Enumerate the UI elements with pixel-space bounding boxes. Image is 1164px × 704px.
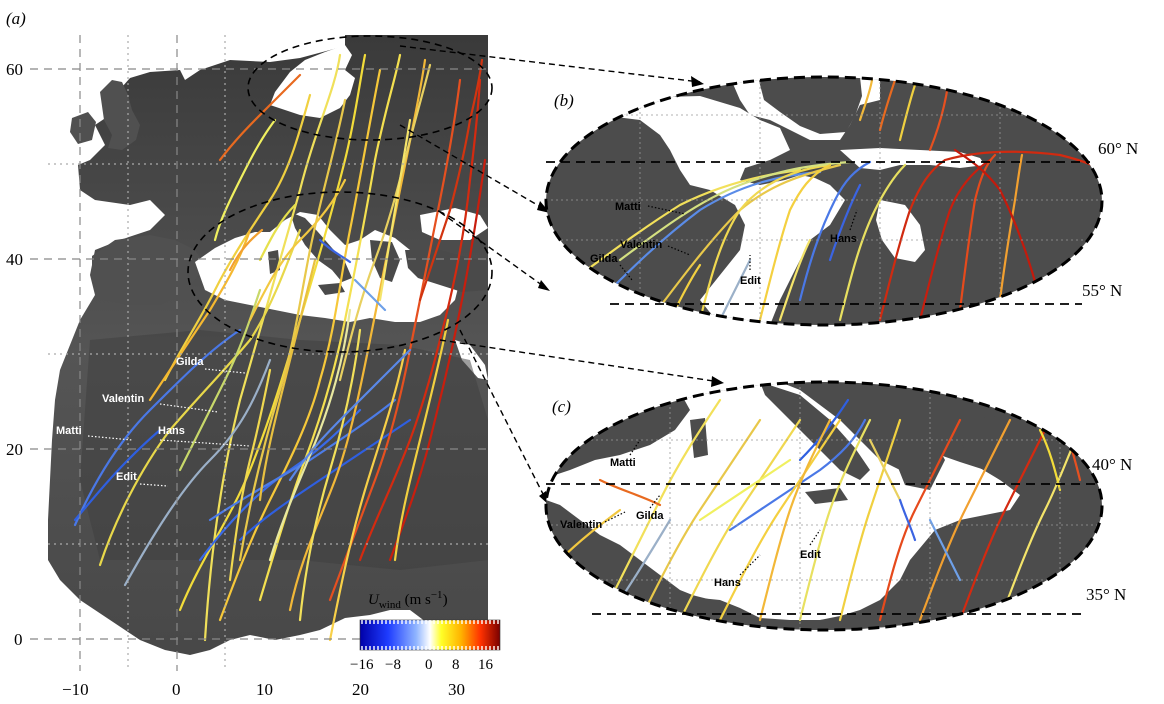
colorbar-tick-0: −16 bbox=[350, 657, 374, 673]
panel-b-lat-60: 60° N bbox=[1098, 139, 1138, 158]
panel-a-map-area bbox=[48, 35, 488, 671]
x-tick-minus10: −10 bbox=[62, 680, 89, 699]
panel-b-bird-labels: Matti Valentin Gilda Edit Hans bbox=[590, 201, 858, 287]
sahara-shade bbox=[80, 330, 488, 570]
atlantic-ocean bbox=[48, 35, 345, 520]
y-tick-20: 20 bbox=[6, 440, 23, 459]
sardinia bbox=[268, 250, 280, 274]
colorbar-gradient bbox=[359, 619, 501, 651]
panel-b-lat-55: 55° N bbox=[1082, 281, 1122, 300]
panel-b-label: (b) bbox=[554, 91, 574, 110]
c-label-valentin: Valentin bbox=[560, 519, 602, 531]
c-label-hans: Hans bbox=[714, 577, 741, 589]
y-tick-0: 0 bbox=[14, 630, 23, 649]
panel-c-lat-40: 40° N bbox=[1092, 455, 1132, 474]
wind-colorbar: Uwind (m s−1) −16 −8 0 8 16 bbox=[350, 589, 501, 673]
c-label-gilda: Gilda bbox=[636, 510, 664, 522]
panel-a-axis-labels: 60 40 20 0 −10 0 10 20 30 bbox=[6, 60, 465, 699]
colorbar-title-close: ) bbox=[443, 592, 448, 608]
baltic-sea bbox=[270, 45, 355, 118]
flight-tracks-c bbox=[558, 398, 1082, 622]
x-tick-20: 20 bbox=[352, 680, 369, 699]
panel-c-lat-35: 35° N bbox=[1086, 585, 1126, 604]
mediterranean-sea bbox=[195, 212, 460, 322]
b-label-matti: Matti bbox=[615, 201, 641, 213]
zoom-connectors bbox=[399, 45, 721, 501]
panel-c-frame bbox=[544, 380, 1104, 632]
panel-c-map: (c) 40° N 35° N Matti Valentin Gilda Edi… bbox=[544, 380, 1132, 632]
bird-label-valentin: Valentin bbox=[102, 393, 144, 405]
panel-b-land-top bbox=[758, 77, 862, 134]
flight-tracks-b bbox=[558, 78, 1102, 322]
bird-label-gilda: Gilda bbox=[176, 356, 204, 368]
colorbar-title-sub: wind bbox=[379, 599, 402, 611]
colorbar-tick-2: 0 bbox=[425, 657, 433, 673]
british-isles bbox=[100, 80, 140, 150]
y-tick-60: 60 bbox=[6, 60, 23, 79]
zoom-ellipse-south bbox=[187, 191, 493, 353]
turkey bbox=[405, 250, 488, 292]
ireland bbox=[70, 112, 96, 144]
x-tick-0: 0 bbox=[172, 680, 181, 699]
x-tick-30: 30 bbox=[448, 680, 465, 699]
flight-tracks-a bbox=[73, 53, 487, 642]
c-label-matti: Matti bbox=[610, 457, 636, 469]
panel-b-gulf bbox=[840, 148, 985, 170]
bird-label-hans: Hans bbox=[158, 425, 185, 437]
colorbar-tick-4: 16 bbox=[478, 657, 494, 673]
bird-label-matti: Matti bbox=[56, 425, 82, 437]
panel-b-bay bbox=[876, 200, 925, 262]
y-tick-40: 40 bbox=[6, 250, 23, 269]
colorbar-tick-1: −8 bbox=[385, 657, 401, 673]
colorbar-ticks bbox=[361, 620, 499, 650]
colorbar-title-main: U bbox=[368, 592, 380, 608]
panel-c-label: (c) bbox=[552, 397, 571, 416]
colorbar-title-sup: −1 bbox=[431, 589, 443, 601]
bird-label-edit: Edit bbox=[116, 471, 137, 483]
panel-a-label: (a) bbox=[6, 9, 26, 28]
b-label-gilda: Gilda bbox=[590, 253, 618, 265]
b-label-hans: Hans bbox=[830, 233, 857, 245]
panel-c-sardinia bbox=[690, 418, 708, 458]
panel-c-sea bbox=[546, 382, 1020, 620]
svg-text:Uwind (m s−1): Uwind (m s−1) bbox=[368, 589, 448, 611]
panel-a-grid bbox=[30, 35, 488, 671]
colorbar-title-unit: (m s bbox=[401, 592, 431, 608]
colorbar-tick-3: 8 bbox=[452, 657, 460, 673]
panel-b-map: (b) 60° N 55° N Matti Valentin Gilda Edi… bbox=[544, 75, 1138, 327]
x-tick-10: 10 bbox=[256, 680, 273, 699]
c-label-edit: Edit bbox=[800, 549, 821, 561]
panel-b-frame bbox=[544, 75, 1104, 327]
zoom-ellipse-north bbox=[247, 35, 493, 141]
panel-c-bird-labels: Matti Valentin Gilda Edit Hans bbox=[560, 439, 821, 589]
panel-a-bird-labels: Gilda Valentin Matti Hans Edit bbox=[56, 356, 251, 487]
b-label-edit: Edit bbox=[740, 275, 761, 287]
panel-a-map: (a) bbox=[6, 9, 501, 699]
panel-c-africa bbox=[546, 520, 1102, 630]
panel-c-greece bbox=[890, 430, 945, 490]
panel-b-sea bbox=[546, 96, 845, 325]
b-label-valentin: Valentin bbox=[620, 239, 662, 251]
panel-c-italy bbox=[760, 382, 870, 480]
